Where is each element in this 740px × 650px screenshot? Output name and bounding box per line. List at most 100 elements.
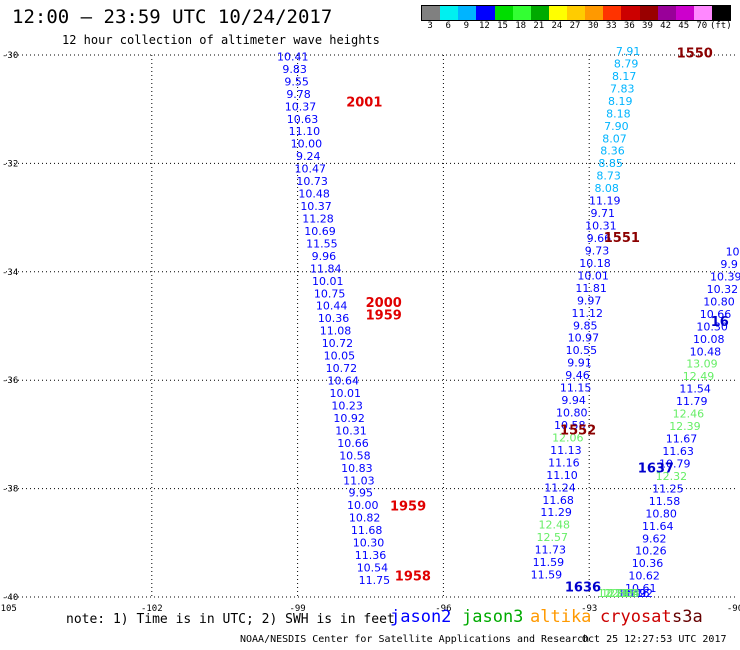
colorbar-label: 21 [533,21,545,31]
wave-height-value: 10.72 [326,362,358,375]
wave-height-value: 11.55 [306,237,338,250]
colorbar-swatch [458,6,477,20]
colorbar-swatch [712,6,731,20]
wave-height-value: 10.32 [707,283,739,296]
legend-s3a: s3a [672,607,703,627]
wave-height-value: 12.31 [598,587,630,600]
wave-height-value: 10 [726,246,740,259]
colorbar-label: 15 [497,21,508,31]
wave-height-value: 8.19 [608,95,633,108]
colorbar-label: 30 [587,21,599,31]
wave-height-value: 11.68 [351,524,383,537]
pass-time-label: 1551 [604,231,640,246]
pass-time-label: 1959 [366,308,402,323]
wave-height-value: 12.46 [673,408,705,421]
latitude-tick-label: -40 [2,593,18,603]
wave-height-value: 12.06 [552,431,584,444]
colorbar-label: 36 [623,21,635,31]
wave-height-value: 10.61 [625,582,657,595]
wave-height-value: 10.82 [349,512,381,525]
wave-height-value: 10.73 [296,175,328,188]
latitude-tick-label: -36 [2,376,18,386]
wave-height-value: 10.37 [285,100,317,113]
wave-height-value: 10.41 [277,50,309,63]
wave-height-value: 10.30 [353,537,385,550]
colorbar-label: 3 [427,21,433,31]
longitude-tick-label: -99 [289,604,305,614]
colorbar-swatch [657,6,676,20]
wave-height-value: 12.30 [601,587,633,600]
wave-height-value: 11.63 [662,445,694,458]
wave-height-value: 11.16 [548,456,580,469]
wave-height-value: 8.08 [594,182,619,195]
wave-height-value: 9.96 [312,250,337,263]
units-note: note: 1) Time is in UTC; 2) SWH is in fe… [66,612,395,627]
wave-height-value: 10.80 [556,407,588,420]
legend-altika: altika [530,607,592,627]
colorbar-label: 33 [605,21,617,31]
wave-height-value: 10.72 [322,337,354,350]
wave-height-value: 12.4 [615,587,640,600]
wave-height-value: 12.39 [669,420,701,433]
wave-height-value: 10.39 [710,270,740,283]
wave-height-value: 10.64 [328,375,360,388]
wave-height-value: 11.73 [535,544,567,557]
wave-height-value: 10.48 [298,188,330,201]
wave-height-value: 9.73 [585,244,610,257]
wave-height-value: 10.80 [703,295,735,308]
colorbar-label: 12 [478,21,490,31]
wave-height-value: 8.07 [602,132,627,145]
wave-height-value: 11.10 [546,469,578,482]
wave-height-value: 10.37 [300,200,332,213]
wave-height-value: 12.48 [538,519,570,532]
wave-height-value: 9.24 [296,150,321,163]
legend-cryosat: cryosat [600,607,672,627]
latitude-tick-label: -34 [2,268,18,278]
wave-height-value: 10.36 [632,557,664,570]
colorbar-swatch [548,6,567,20]
longitude-tick-label: -93 [581,604,597,614]
wave-height-value: 10.47 [294,163,326,176]
wave-height-value: 8.73 [596,170,621,183]
wave-height-value: 12.65 [605,587,637,600]
wave-height-value: 9.71 [591,207,616,220]
wave-height-value: 7.83 [610,82,635,95]
wave-height-value: 12.88 [608,587,640,600]
wave-height-value: 10.01 [312,275,344,288]
wave-height-value: 11.25 [652,482,684,495]
wave-height-value: 10.80 [645,507,677,520]
generation-timestamp: Oct 25 12:27:53 UTC 2017 [582,634,727,645]
wave-height-value: 11.68 [542,494,574,507]
wave-height-value: 10.58 [339,449,371,462]
wave-height-value: 11.12 [572,307,604,320]
wave-height-value: 10.66 [700,308,732,321]
wave-height-value: 11.49 [615,587,647,600]
wave-height-value: 9.91 [567,357,592,370]
wave-height-value: 9.9 [720,258,738,271]
wave-height-value: 11.15 [560,382,592,395]
wave-height-value: 11.58 [649,495,681,508]
wave-height-colorbar [421,5,731,21]
wave-height-value: 11.08 [320,325,352,338]
colorbar-swatch [494,6,513,20]
longitude-tick-label: -105 [0,604,17,614]
wave-height-value: 10.36 [318,312,350,325]
pass-time-label: 2000 [366,296,402,311]
wave-height-value: 10.83 [341,462,373,475]
wave-height-value: 9.85 [573,319,598,332]
colorbar-swatch [693,6,712,20]
wave-height-value: 9.95 [349,487,374,500]
wave-height-value: 10.48 [690,345,722,358]
wave-height-value: 9.97 [577,294,602,307]
wave-height-value: 11.16 [618,587,650,600]
wave-height-value: 7.90 [604,120,629,133]
wave-height-value: 12.49 [683,370,715,383]
wave-height-value: 10.63 [287,113,319,126]
longitude-tick-label: -90 [727,604,740,614]
wave-height-value: 11.19 [589,195,621,208]
wave-height-value: 11.84 [310,262,342,275]
wave-height-value: 10.31 [585,220,617,233]
colorbar-label: 24 [551,21,563,31]
wave-height-value: 10.26 [635,545,667,558]
